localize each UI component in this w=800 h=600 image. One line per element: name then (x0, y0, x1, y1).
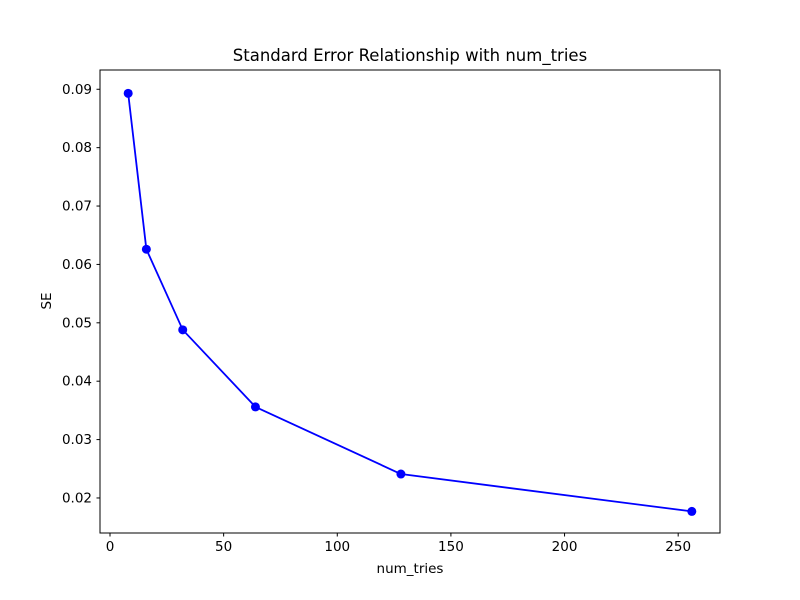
x-tick-label: 50 (215, 539, 232, 555)
chart-title: Standard Error Relationship with num_tri… (232, 46, 588, 65)
plot-area (99, 69, 721, 534)
data-point-marker (123, 88, 133, 98)
x-tick-label: 250 (665, 539, 691, 555)
x-axis-label: num_tries (376, 561, 444, 577)
data-point-marker (687, 506, 697, 516)
y-tick-label: 0.04 (62, 374, 92, 390)
data-point-marker (250, 402, 260, 412)
x-tick-label: 200 (552, 539, 578, 555)
x-tick-label: 0 (106, 539, 115, 555)
y-tick-label: 0.03 (62, 432, 92, 448)
y-tick-label: 0.02 (62, 490, 92, 506)
x-tick-label: 150 (438, 539, 464, 555)
y-tick-label: 0.09 (62, 82, 92, 98)
y-tick-label: 0.07 (62, 199, 92, 215)
y-tick-label: 0.06 (62, 257, 92, 273)
y-tick-label: 0.08 (62, 140, 92, 156)
y-tick-label: 0.05 (62, 315, 92, 331)
data-point-marker (396, 469, 406, 479)
data-point-marker (141, 244, 151, 254)
data-point-marker (178, 325, 188, 335)
x-tick-label: 100 (324, 539, 350, 555)
se-line (127, 93, 692, 513)
